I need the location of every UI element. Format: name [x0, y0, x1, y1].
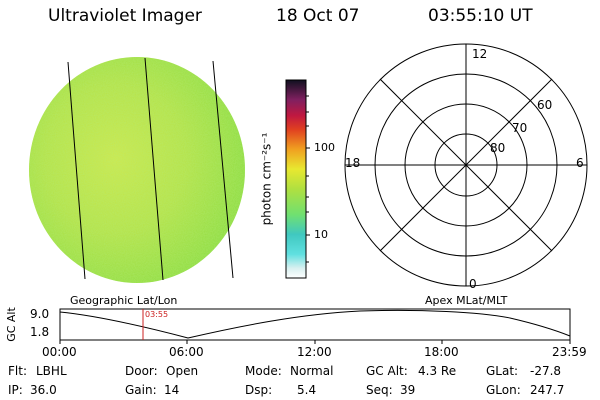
altitude-xtick: 00:00: [42, 345, 77, 359]
info-seq-value: 39: [400, 383, 416, 397]
info-flt-label: Flt:: [8, 364, 27, 378]
info-gcalt-label: GC Alt:: [366, 364, 408, 378]
colorbar: [285, 79, 310, 279]
date-label: 18 Oct 07: [276, 6, 360, 26]
altitude-xtick: 18:00: [424, 345, 459, 359]
info-ip-label: IP:: [8, 383, 23, 397]
info-glon-label: GLon:: [486, 383, 521, 397]
info-glon-value: 247.7: [530, 383, 565, 397]
info-dsp-value: 5.4: [297, 383, 317, 397]
polar-label-0: 0: [469, 277, 477, 291]
marker-time-label: 03:55: [145, 310, 169, 319]
colorbar-unit-label: photon cm⁻²s⁻¹: [259, 132, 274, 226]
info-seq-label: Seq:: [366, 383, 393, 397]
altitude-xtick: 06:00: [169, 345, 204, 359]
time-label: 03:55:10 UT: [428, 6, 533, 26]
info-gcalt-value: 4.3 Re: [418, 364, 457, 378]
info-flt-value: LBHL: [36, 364, 67, 378]
polar-label-6: 6: [576, 156, 584, 170]
colorbar-tick-100: 100: [314, 141, 335, 154]
meridian-line: [144, 57, 164, 281]
meridian-line: [212, 60, 234, 279]
app-title: Ultraviolet Imager: [48, 6, 202, 26]
info-mode-value: Normal: [290, 364, 334, 378]
meridian-line: [67, 61, 86, 280]
info-glat-value: -27.8: [530, 364, 562, 378]
altitude-xtick: 23:59: [552, 345, 587, 359]
info-ip-value: 36.0: [30, 383, 57, 397]
info-door-label: Door:: [125, 364, 158, 378]
info-glat-label: GLat:: [486, 364, 519, 378]
polar-lat-70: 70: [512, 121, 528, 135]
altitude-plot: [59, 308, 571, 344]
info-gain-label: Gain:: [125, 383, 157, 397]
altitude-ylabel: GC Alt: [4, 307, 18, 342]
polar-lat-80: 80: [490, 141, 506, 155]
right-plot-title: Apex MLat/MLT: [425, 294, 508, 307]
polar-label-18: 18: [345, 156, 361, 170]
polar-lat-60: 60: [537, 98, 553, 112]
colorbar-tick-10: 10: [314, 228, 328, 241]
left-plot-title: Geographic Lat/Lon: [70, 294, 178, 307]
info-door-value: Open: [166, 364, 199, 378]
info-mode-label: Mode:: [245, 364, 282, 378]
info-gain-value: 14: [164, 383, 180, 397]
altitude-ytick-low: 1.8: [30, 325, 50, 339]
altitude-ytick-high: 9.0: [30, 307, 50, 321]
altitude-xtick: 12:00: [297, 345, 332, 359]
polar-plot: [344, 43, 588, 287]
uv-image-disk: [29, 57, 245, 283]
polar-label-12: 12: [472, 47, 488, 61]
info-dsp-label: Dsp:: [245, 383, 273, 397]
